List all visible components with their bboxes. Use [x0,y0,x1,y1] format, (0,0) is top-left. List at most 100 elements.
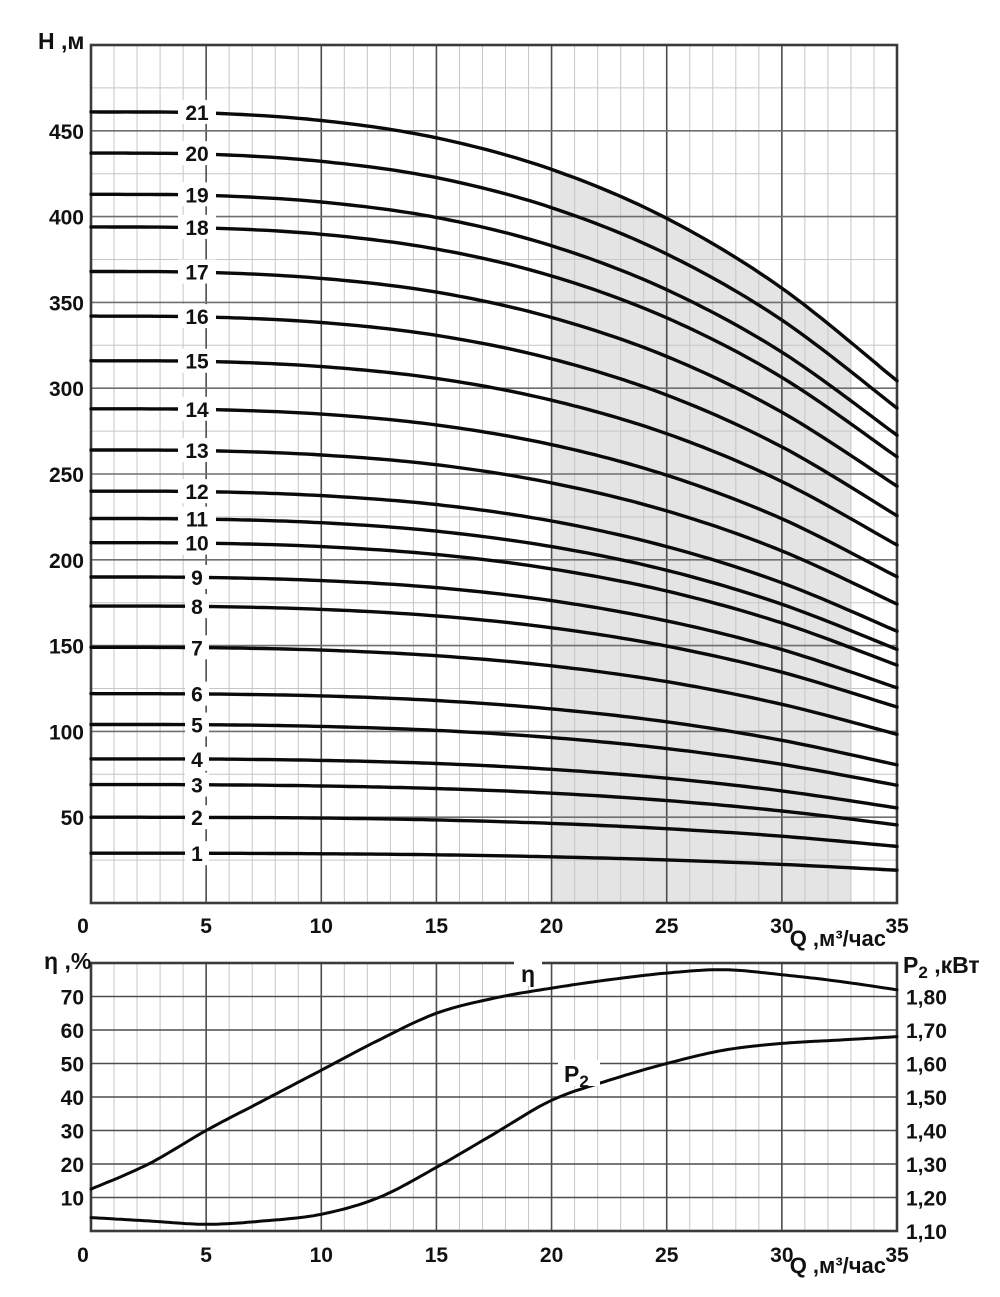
bottom-right-axis-title: P2 ,кВт [903,952,980,982]
curve-label: 9 [191,567,203,590]
curve-label: 16 [185,306,208,329]
x-tick-label: 0 [77,1244,89,1267]
curve-label-backdrop [185,712,209,737]
curve-label-backdrop [178,437,216,462]
curve-label-group: 2 [185,805,209,830]
eta-label-backdrop [514,960,542,986]
bottom-left-axis-title: η ,% [44,948,91,974]
y-tick-label: 300 [49,378,84,401]
curve-label: 4 [191,749,203,772]
curve-label-group: 17 [178,259,216,285]
pump-curve-17 [89,269,899,488]
curve-label: 5 [191,715,203,738]
y-tick-label: 200 [49,550,84,573]
curve-label-backdrop [178,348,216,373]
curve-label: 2 [191,807,203,830]
right-tick-label: 1,40 [906,1121,947,1144]
curve-label-backdrop [185,746,209,771]
x-tick-label: 35 [885,915,909,938]
p2-curve-label-group: P2 [558,1060,600,1091]
curve-label: 14 [185,399,209,422]
curve-label: 20 [185,143,208,166]
curve-label-group: 21 [178,99,216,125]
curve-label-backdrop [185,635,209,660]
y-tick-label: 100 [49,721,84,744]
efficiency-power-chart: 0 5 10 15 20 25 30 35 10 20 30 40 50 60 70 1,10 1,20 1,30… [44,948,980,1278]
curve-label-backdrop [185,681,209,706]
curve-label-group: 5 [185,712,209,738]
curve-label-backdrop [178,506,216,531]
curve-label: 12 [185,481,208,504]
curve-label-group: 20 [178,141,216,166]
x-tick-label: 20 [540,1244,563,1267]
curve-label-group: 12 [178,479,216,504]
curve-label: 8 [191,596,203,619]
pump-curve-18 [89,225,899,459]
pump-curve-21 [89,110,899,383]
curve-label-group: 11 [178,506,216,532]
left-tick-label: 10 [61,1188,84,1211]
curve-label: 6 [191,684,203,707]
y-tick-label: 250 [49,464,84,487]
pump-curve-5 [89,722,899,787]
curve-label: 7 [191,637,203,660]
pump-curve-7 [89,645,899,736]
left-tick-label: 40 [61,1087,84,1110]
curve-label-backdrop [178,259,216,284]
curve-label-group: 15 [178,348,216,374]
curve-label-backdrop [178,530,216,555]
chart-border [89,961,899,1233]
curve-label-group: 18 [178,214,216,240]
x-tick-label: 0 [77,915,89,938]
left-tick-label: 50 [61,1054,84,1077]
curve-label-backdrop [178,141,216,166]
right-tick-label: 1,80 [906,987,947,1010]
pump-curve-8 [89,604,899,709]
x-tick-label: 25 [655,915,679,938]
bottom-x-axis-title: Q ,м³/час [790,1253,886,1278]
curve-label: 3 [191,775,203,798]
pump-curve-10 [89,540,899,667]
x-tick-label: 30 [770,1244,793,1267]
pump-curve-12 [89,489,899,633]
curve-label-backdrop [178,479,216,504]
curve-label: 19 [185,184,208,207]
curve-label: 10 [185,533,208,556]
eta-curve-label-group: η [514,960,542,987]
curve-label-backdrop [185,772,209,797]
curve-label-group: 16 [178,304,216,329]
curve-label-backdrop [178,304,216,329]
pump-curve-14 [89,407,899,579]
x-tick-label: 25 [655,1244,679,1267]
p2-label-backdrop [558,1060,600,1086]
pump-curve-11 [89,516,899,652]
curve-label-backdrop [185,594,209,619]
chart-border [89,43,899,905]
left-tick-label: 20 [61,1154,84,1177]
pump-curve-15 [89,359,899,547]
curve-label-backdrop [178,99,216,124]
curve-label-backdrop [185,841,209,866]
pump-curve-20 [89,151,899,410]
p2-curve [89,1035,899,1226]
y-tick-label: 150 [49,636,84,659]
x-tick-label: 15 [425,915,449,938]
operating-range-shading [551,169,851,903]
p2-curve-label: P2 [564,1061,589,1091]
eta-curve [89,968,899,1191]
y-tick-label: 50 [61,807,84,830]
curve-label-backdrop [178,214,216,239]
x-tick-label: 35 [885,1244,909,1267]
curve-label: 17 [185,262,208,285]
left-tick-label: 30 [61,1121,84,1144]
top-y-axis-title: Н ,м [38,28,84,54]
curve-label-backdrop [178,182,216,207]
curve-label: 11 [186,509,209,532]
left-tick-label: 70 [61,987,84,1010]
right-tick-label: 1,20 [906,1188,947,1211]
pump-curve-13 [89,448,899,606]
right-tick-label: 1,10 [906,1221,947,1244]
pump-curve-16 [89,314,899,518]
x-tick-label: 10 [310,915,333,938]
